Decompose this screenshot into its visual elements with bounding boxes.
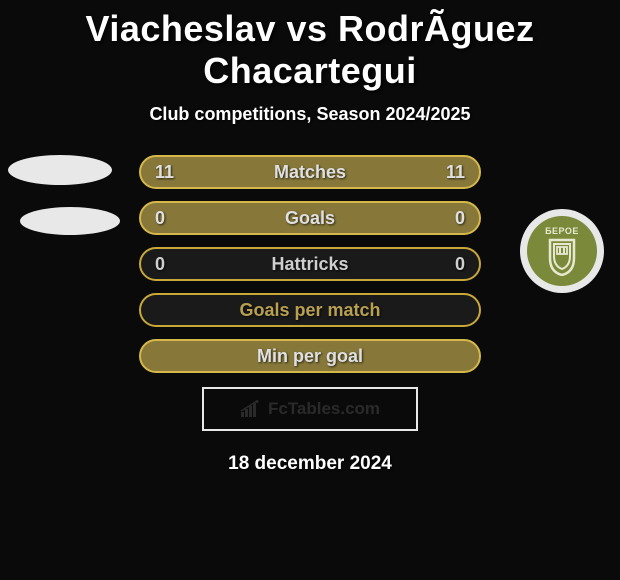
date-label: 18 december 2024: [0, 453, 620, 475]
stat-left-value: 11: [155, 162, 174, 183]
stat-row-matches: 11 Matches 11: [139, 155, 481, 189]
subtitle: Club competitions, Season 2024/2025: [0, 104, 620, 125]
stat-left-value: 0: [155, 254, 165, 275]
stat-rows: 11 Matches 11 0 Goals 0 0 Hattricks 0 Goals per m…: [0, 155, 620, 373]
stat-label: Matches: [274, 162, 346, 183]
brand-bars-icon: [240, 400, 264, 418]
stat-label: Hattricks: [271, 254, 348, 275]
stat-right-value: 11: [446, 162, 465, 183]
main-area: БЕРОЕ 11Matches110Goals00Hattricks0Goals…: [0, 155, 620, 475]
brand-text: FcTables.com: [268, 399, 380, 419]
stat-row-goals-per-match: Goals per match: [139, 293, 481, 327]
stat-label: Goals: [285, 208, 335, 229]
stat-right-value: 0: [455, 254, 465, 275]
brand-box: FcTables.com: [202, 387, 418, 431]
stat-row-hattricks: 0 Hattricks 0: [139, 247, 481, 281]
stat-row-min-per-goal: Min per goal: [139, 339, 481, 373]
page-title: Viacheslav vs RodrÃ­guez Chacartegui: [0, 8, 620, 92]
stat-right-value: 0: [455, 208, 465, 229]
stat-row-goals: 0 Goals 0: [139, 201, 481, 235]
stat-label: Min per goal: [257, 346, 363, 367]
comparison-card: Viacheslav vs RodrÃ­guez Chacartegui Clu…: [0, 0, 620, 475]
stat-label: Goals per match: [239, 300, 380, 321]
stat-left-value: 0: [155, 208, 165, 229]
